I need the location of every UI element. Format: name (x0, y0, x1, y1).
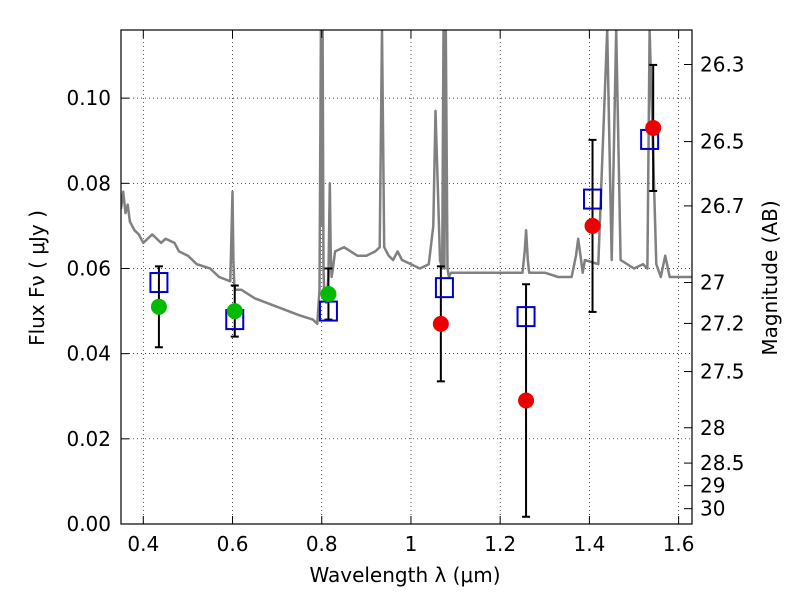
model-photometry-square (516, 306, 536, 328)
y2-tick-label: 27 (700, 271, 725, 295)
model-spectrum-line (121, 30, 692, 326)
y2-tick-label: 27.2 (700, 311, 745, 335)
model-photometry-squares (149, 128, 660, 331)
axes (120, 29, 693, 525)
y2-tick-label: 27.5 (700, 360, 745, 384)
x-tick-label: 0.8 (306, 532, 338, 556)
observed-point-green (226, 303, 243, 320)
y-tick-label: 0.10 (66, 86, 111, 110)
model-photometry-square (434, 277, 454, 299)
y-axis-label: Flux Fν ( μJy ) (25, 210, 49, 346)
observed-photometry-points (150, 119, 662, 409)
model-spectrum (121, 30, 692, 326)
observed-point-green (150, 298, 167, 315)
y2-tick-label: 28.5 (700, 451, 745, 475)
y2-tick-label: 29 (700, 474, 725, 498)
observed-point-red (645, 119, 662, 136)
y2-tick-label: 28 (700, 416, 725, 440)
x-tick-label: 0.4 (127, 532, 159, 556)
error-bars (154, 63, 658, 518)
tick-labels: 0.4 0.6 0.8 1 1.2 1.4 1.6 0.00 0.02 0.04 0.06 0.08 0… (66, 52, 744, 556)
y-tick-label: 0.02 (66, 427, 111, 451)
observed-point-red (518, 392, 535, 409)
y-tick-label: 0.00 (66, 512, 111, 536)
x-tick-label: 1 (405, 532, 418, 556)
y2-tick-label: 30 (700, 497, 725, 521)
x-tick-label: 1.6 (663, 532, 695, 556)
y2-tick-label: 26.5 (700, 130, 745, 154)
y-tick-label: 0.04 (66, 342, 111, 366)
x-axis-label: Wavelength λ (μm) (309, 563, 500, 587)
x-tick-label: 0.6 (217, 532, 249, 556)
y-tick-label: 0.06 (66, 256, 111, 280)
observed-point-green (320, 286, 337, 303)
plot-frame (120, 29, 693, 525)
x-tick-label: 1.2 (484, 532, 516, 556)
grid (121, 30, 692, 525)
observed-point-red (584, 217, 601, 234)
y2-tick-label: 26.3 (700, 52, 745, 76)
model-photometry-square (583, 188, 603, 210)
x-tick-label: 1.4 (573, 532, 605, 556)
y2-axis-label: Magnitude (AB) (758, 200, 782, 355)
y2-tick-label: 26.7 (700, 194, 745, 218)
model-photometry-square (149, 272, 169, 294)
observed-point-red (432, 315, 449, 332)
y-tick-label: 0.08 (66, 171, 111, 195)
